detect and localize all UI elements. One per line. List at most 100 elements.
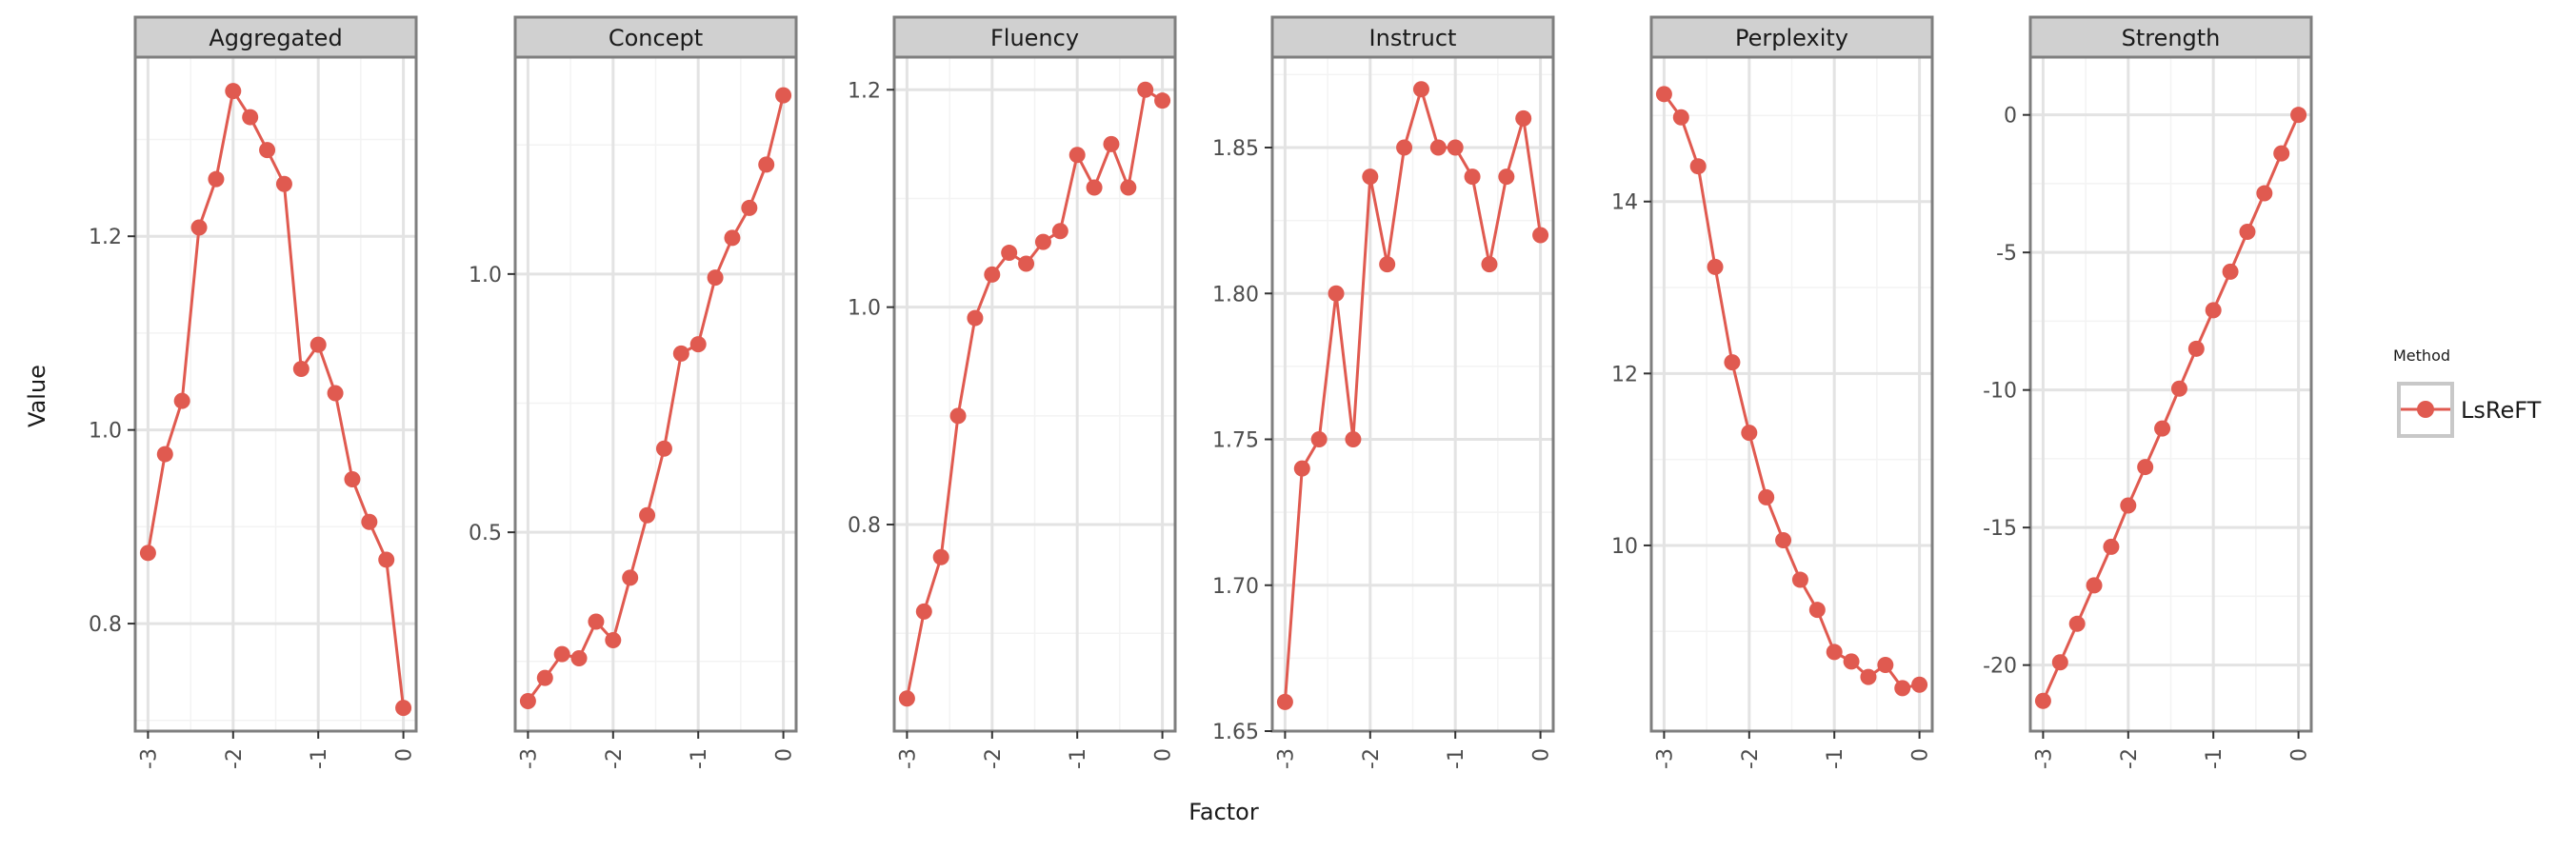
y-tick-label: 1.0 bbox=[848, 297, 881, 321]
data-point bbox=[758, 156, 775, 173]
x-tick-label: 0 bbox=[773, 748, 797, 762]
data-point bbox=[2205, 302, 2222, 319]
x-tick-label: -3 bbox=[1274, 748, 1298, 769]
data-point bbox=[292, 361, 310, 378]
data-point bbox=[1707, 258, 1724, 275]
grid-lines bbox=[2030, 57, 2311, 731]
data-point bbox=[2256, 185, 2273, 202]
data-point bbox=[553, 645, 570, 663]
series-line-lsreft bbox=[905, 87, 1164, 699]
x-tick-label: 0 bbox=[1152, 748, 1176, 762]
y-tick-label: -5 bbox=[1996, 242, 2017, 266]
data-point bbox=[173, 392, 190, 409]
series-line-lsreft bbox=[1663, 92, 1920, 690]
x-tick-label: 0 bbox=[2288, 748, 2312, 762]
x-tick-label: -1 bbox=[1067, 748, 1090, 769]
data-point bbox=[344, 471, 361, 488]
data-point bbox=[1103, 135, 1120, 152]
facet-panel-instruct: Instruct 1.65 1.70 1.75 1.80 1.85 -3 -2 -1 0 bbox=[1212, 15, 1555, 769]
data-point bbox=[1345, 431, 1362, 448]
data-point bbox=[984, 266, 1001, 283]
data-point bbox=[2170, 380, 2187, 397]
data-point bbox=[605, 632, 622, 649]
facet-strip bbox=[2028, 15, 2313, 59]
data-point bbox=[1826, 644, 1843, 661]
series-line-lsreft bbox=[146, 87, 406, 708]
data-point bbox=[1276, 693, 1293, 710]
facet-strip-label: Perplexity bbox=[1735, 25, 1848, 51]
data-point bbox=[622, 569, 639, 586]
x-tick-label: -3 bbox=[2032, 748, 2056, 769]
legend-key-point bbox=[2417, 401, 2434, 418]
data-point bbox=[775, 87, 792, 104]
x-tick-label: 0 bbox=[1909, 748, 1933, 762]
data-point bbox=[655, 440, 672, 457]
legend-title: Method bbox=[2393, 347, 2450, 365]
data-point bbox=[259, 142, 276, 159]
data-point bbox=[1310, 431, 1328, 448]
x-tick-label: -2 bbox=[2118, 748, 2142, 769]
y-tick-label: 1.70 bbox=[1212, 575, 1259, 599]
y-tick-label: 0.5 bbox=[469, 522, 502, 545]
data-point bbox=[2239, 224, 2256, 241]
data-point bbox=[310, 336, 327, 353]
x-tick-label: -3 bbox=[1653, 748, 1677, 769]
data-point bbox=[898, 690, 915, 707]
y-tick-label: -15 bbox=[1983, 517, 2017, 541]
data-point bbox=[1293, 460, 1310, 477]
y-tick-label: -20 bbox=[1983, 655, 2017, 679]
y-tick-label: 1.2 bbox=[89, 226, 122, 249]
grid-lines bbox=[515, 57, 796, 731]
data-point bbox=[1379, 256, 1396, 273]
x-tick-label: -1 bbox=[688, 748, 711, 769]
facet-panel-aggregated: Aggregated 0.8 1.0 1.2 -3 -2 -1 0 bbox=[89, 15, 418, 769]
data-point bbox=[639, 506, 656, 524]
data-point bbox=[1758, 488, 1775, 505]
facet-strip bbox=[133, 15, 418, 59]
data-point bbox=[1412, 81, 1429, 98]
data-point bbox=[724, 229, 741, 247]
data-point bbox=[1791, 571, 1808, 588]
facet-strip bbox=[1270, 15, 1555, 59]
y-tick-label: 1.2 bbox=[848, 79, 881, 103]
data-point bbox=[327, 385, 344, 402]
y-tick-label: -10 bbox=[1983, 380, 2017, 404]
x-tick-label: 0 bbox=[393, 748, 417, 762]
y-tick-label: 1.75 bbox=[1212, 429, 1259, 453]
data-point bbox=[519, 693, 536, 710]
x-tick-label: -1 bbox=[308, 748, 331, 769]
data-point bbox=[1877, 656, 1894, 673]
x-tick-label: -2 bbox=[603, 748, 627, 769]
facet-strip-label: Instruct bbox=[1369, 25, 1457, 51]
facet-panel-strength: Strength-20-15-10-50-3 -2 -1 0 bbox=[1983, 15, 2313, 769]
data-point bbox=[741, 199, 758, 216]
facet-strip bbox=[513, 15, 798, 59]
data-point bbox=[2290, 107, 2307, 124]
data-point bbox=[2051, 654, 2068, 671]
data-point bbox=[1396, 139, 1413, 156]
data-point bbox=[1672, 109, 1689, 126]
data-point bbox=[2120, 497, 2137, 514]
data-point bbox=[1137, 81, 1154, 98]
data-point bbox=[689, 336, 707, 353]
data-point bbox=[1515, 109, 1532, 127]
series-line-lsreft bbox=[2042, 114, 2300, 702]
series-line-lsreft bbox=[1283, 84, 1543, 703]
x-tick-label: -1 bbox=[2203, 748, 2227, 769]
data-point bbox=[361, 513, 378, 530]
data-point bbox=[395, 700, 412, 717]
facet-strip-label: Strength bbox=[2122, 25, 2221, 51]
data-point bbox=[1362, 168, 1379, 186]
grid-lines bbox=[135, 57, 416, 731]
data-point bbox=[570, 650, 588, 667]
data-point bbox=[1481, 256, 1498, 273]
data-point bbox=[1447, 139, 1464, 156]
data-point bbox=[536, 669, 553, 686]
data-point bbox=[672, 345, 689, 362]
data-point bbox=[1741, 425, 1758, 442]
facet-strip-label: Concept bbox=[609, 25, 703, 51]
y-tick-label: 1.80 bbox=[1212, 283, 1259, 307]
x-tick-label: 0 bbox=[1530, 748, 1554, 762]
